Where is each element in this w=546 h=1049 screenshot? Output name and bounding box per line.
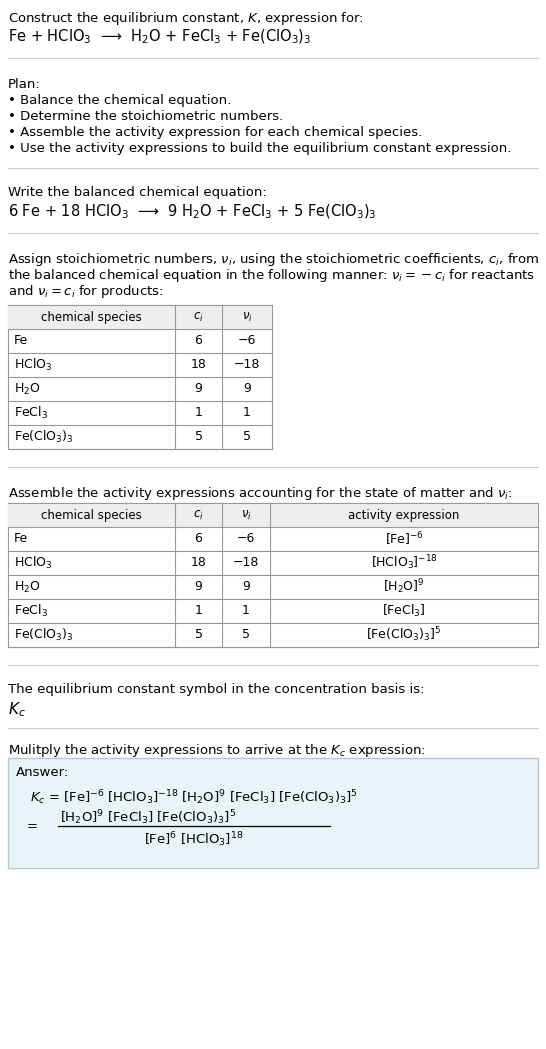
Text: 9: 9 xyxy=(194,383,203,395)
Text: $K_c$: $K_c$ xyxy=(8,700,26,719)
Text: Write the balanced chemical equation:: Write the balanced chemical equation: xyxy=(8,186,267,199)
Text: 18: 18 xyxy=(191,359,206,371)
Bar xyxy=(8,305,272,449)
Text: −6: −6 xyxy=(238,335,256,347)
Text: HClO$_3$: HClO$_3$ xyxy=(14,555,52,571)
Text: FeCl$_3$: FeCl$_3$ xyxy=(14,603,48,619)
Text: $\nu_i$: $\nu_i$ xyxy=(241,311,252,323)
Text: [H$_2$O]$^9$: [H$_2$O]$^9$ xyxy=(383,578,425,596)
Text: 6: 6 xyxy=(194,533,203,545)
Text: Answer:: Answer: xyxy=(16,766,69,779)
Text: Construct the equilibrium constant, $K$, expression for:: Construct the equilibrium constant, $K$,… xyxy=(8,10,364,27)
Text: 6: 6 xyxy=(194,335,203,347)
Text: H$_2$O: H$_2$O xyxy=(14,382,40,397)
Text: • Use the activity expressions to build the equilibrium constant expression.: • Use the activity expressions to build … xyxy=(8,142,512,155)
Text: • Balance the chemical equation.: • Balance the chemical equation. xyxy=(8,94,232,107)
Text: 9: 9 xyxy=(243,383,251,395)
Text: $c_i$: $c_i$ xyxy=(193,509,204,521)
Text: H$_2$O: H$_2$O xyxy=(14,579,40,595)
Text: chemical species: chemical species xyxy=(41,509,142,521)
Text: [Fe]$^{-6}$: [Fe]$^{-6}$ xyxy=(384,530,423,548)
Text: 5: 5 xyxy=(243,430,251,444)
Text: 1: 1 xyxy=(194,604,203,618)
Text: −6: −6 xyxy=(237,533,255,545)
Text: =: = xyxy=(27,820,38,834)
Text: Plan:: Plan: xyxy=(8,78,41,91)
Text: • Assemble the activity expression for each chemical species.: • Assemble the activity expression for e… xyxy=(8,126,422,140)
Text: [Fe(ClO$_3$)$_3$]$^5$: [Fe(ClO$_3$)$_3$]$^5$ xyxy=(366,625,442,644)
Text: the balanced chemical equation in the following manner: $\nu_i = -c_i$ for react: the balanced chemical equation in the fo… xyxy=(8,267,535,284)
Text: 5: 5 xyxy=(194,628,203,642)
Text: 5: 5 xyxy=(242,628,250,642)
Bar xyxy=(8,758,538,868)
Text: 1: 1 xyxy=(242,604,250,618)
Bar xyxy=(8,504,538,647)
Text: [H$_2$O]$^9$ [FeCl$_3$] [Fe(ClO$_3$)$_3$]$^5$: [H$_2$O]$^9$ [FeCl$_3$] [Fe(ClO$_3$)$_3$… xyxy=(60,808,236,827)
Text: Fe + HClO$_3$  ⟶  H$_2$O + FeCl$_3$ + Fe(ClO$_3$)$_3$: Fe + HClO$_3$ ⟶ H$_2$O + FeCl$_3$ + Fe(C… xyxy=(8,28,311,46)
Text: 6 Fe + 18 HClO$_3$  ⟶  9 H$_2$O + FeCl$_3$ + 5 Fe(ClO$_3$)$_3$: 6 Fe + 18 HClO$_3$ ⟶ 9 H$_2$O + FeCl$_3$… xyxy=(8,204,377,221)
Text: $c_i$: $c_i$ xyxy=(193,311,204,323)
Bar xyxy=(8,305,272,329)
Text: [Fe]$^6$ [HClO$_3$]$^{18}$: [Fe]$^6$ [HClO$_3$]$^{18}$ xyxy=(144,830,244,849)
Text: −18: −18 xyxy=(233,557,259,570)
Text: HClO$_3$: HClO$_3$ xyxy=(14,357,52,373)
Text: 9: 9 xyxy=(242,580,250,594)
Text: $\nu_i$: $\nu_i$ xyxy=(241,509,251,521)
Text: [HClO$_3$]$^{-18}$: [HClO$_3$]$^{-18}$ xyxy=(371,554,437,573)
Text: 9: 9 xyxy=(194,580,203,594)
Text: Fe(ClO$_3$)$_3$: Fe(ClO$_3$)$_3$ xyxy=(14,429,74,445)
Text: activity expression: activity expression xyxy=(348,509,460,521)
Text: −18: −18 xyxy=(234,359,260,371)
Text: 1: 1 xyxy=(243,407,251,420)
Text: Mulitply the activity expressions to arrive at the $K_c$ expression:: Mulitply the activity expressions to arr… xyxy=(8,742,426,759)
Bar xyxy=(8,504,538,527)
Text: Fe(ClO$_3$)$_3$: Fe(ClO$_3$)$_3$ xyxy=(14,627,74,643)
Text: Assign stoichiometric numbers, $\nu_i$, using the stoichiometric coefficients, $: Assign stoichiometric numbers, $\nu_i$, … xyxy=(8,251,539,267)
Text: $K_c$ = [Fe]$^{-6}$ [HClO$_3$]$^{-18}$ [H$_2$O]$^9$ [FeCl$_3$] [Fe(ClO$_3$)$_3$]: $K_c$ = [Fe]$^{-6}$ [HClO$_3$]$^{-18}$ [… xyxy=(30,788,358,807)
Text: 1: 1 xyxy=(194,407,203,420)
Text: [FeCl$_3$]: [FeCl$_3$] xyxy=(382,603,426,619)
Text: Assemble the activity expressions accounting for the state of matter and $\nu_i$: Assemble the activity expressions accoun… xyxy=(8,485,513,502)
Text: Fe: Fe xyxy=(14,335,28,347)
Text: 5: 5 xyxy=(194,430,203,444)
Text: The equilibrium constant symbol in the concentration basis is:: The equilibrium constant symbol in the c… xyxy=(8,683,424,695)
Text: Fe: Fe xyxy=(14,533,28,545)
Text: • Determine the stoichiometric numbers.: • Determine the stoichiometric numbers. xyxy=(8,110,283,123)
Text: 18: 18 xyxy=(191,557,206,570)
Text: FeCl$_3$: FeCl$_3$ xyxy=(14,405,48,421)
Text: chemical species: chemical species xyxy=(41,311,142,323)
Text: and $\nu_i = c_i$ for products:: and $\nu_i = c_i$ for products: xyxy=(8,283,164,300)
